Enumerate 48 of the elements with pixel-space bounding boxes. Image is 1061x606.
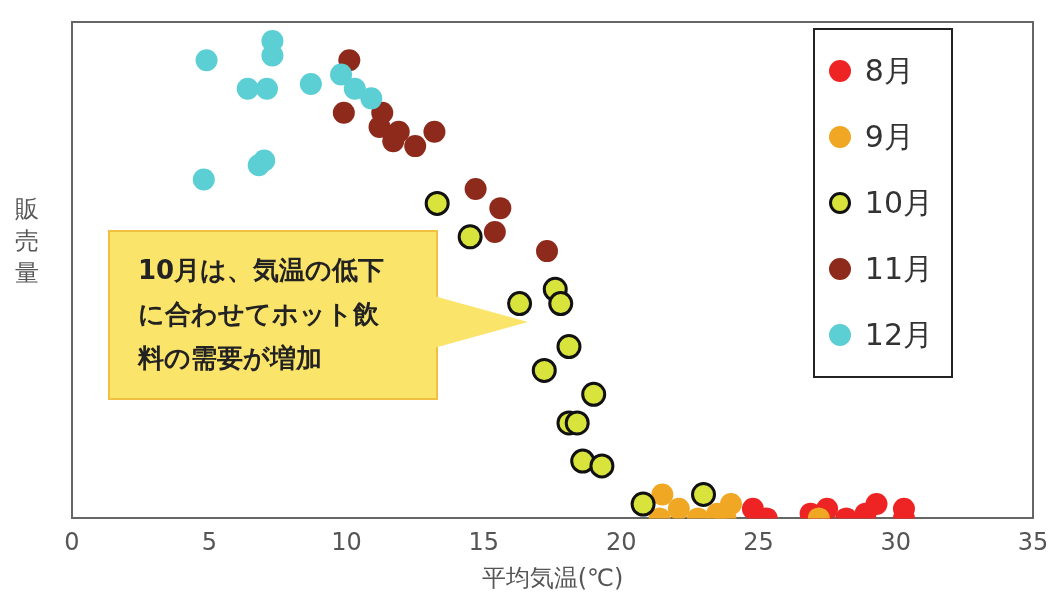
point [531, 357, 557, 383]
point [236, 77, 259, 100]
point [581, 381, 607, 407]
point [457, 224, 483, 250]
point [630, 491, 656, 517]
x-tick-label: 5 [201, 528, 217, 557]
point [192, 168, 215, 191]
x-tick-label: 15 [468, 528, 500, 557]
x-axis-title: 平均気温(℃) [481, 563, 624, 592]
x-tick-label: 35 [1017, 528, 1049, 557]
point [548, 291, 574, 317]
point [247, 154, 270, 177]
legend-label: 12月 [864, 315, 933, 354]
point [368, 116, 391, 139]
point [404, 135, 427, 158]
y-axis-title: 販売量 [14, 194, 40, 289]
point [651, 483, 674, 506]
point [570, 448, 596, 474]
x-tick-label: 0 [64, 528, 80, 557]
point [360, 87, 383, 110]
legend-label: 11月 [864, 249, 933, 288]
point [536, 240, 559, 263]
point [507, 291, 533, 317]
legend-label: 10月 [864, 183, 933, 222]
point [464, 178, 487, 201]
annotation: 10月は、気温の低下に合わせてホット飲料の需要が増加 [138, 254, 386, 375]
point [330, 63, 353, 86]
point [556, 334, 582, 360]
point [483, 221, 506, 244]
legend-label: 9月 [864, 117, 914, 156]
point [255, 77, 278, 100]
point [424, 190, 450, 216]
point [865, 493, 888, 516]
point [423, 120, 446, 143]
point [691, 482, 717, 508]
point [589, 453, 615, 479]
x-tick-label: 30 [880, 528, 911, 557]
legend-label: 8月 [864, 51, 914, 90]
point [489, 197, 512, 220]
point [195, 49, 218, 72]
x-tick-label: 10 [331, 528, 362, 557]
x-tick-label: 20 [605, 528, 637, 557]
x-tick-label: 25 [743, 528, 774, 557]
point [343, 77, 366, 100]
point [564, 410, 590, 436]
point [332, 101, 355, 124]
point [667, 497, 690, 519]
point [299, 73, 322, 96]
